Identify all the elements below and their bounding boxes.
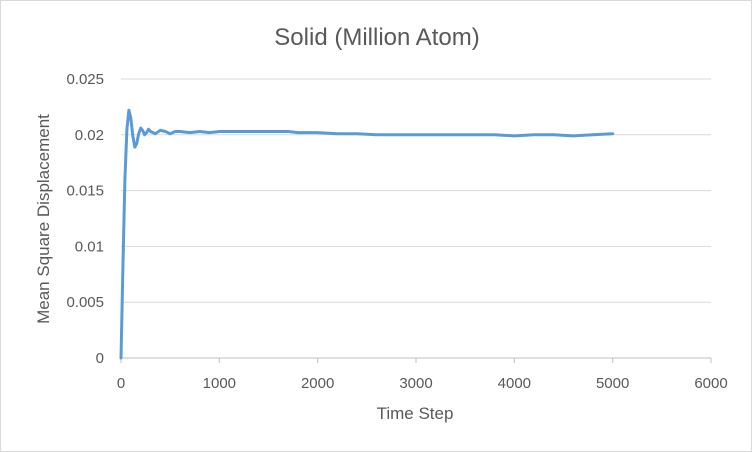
y-tick-label: 0.025 — [66, 71, 104, 88]
x-tick-label: 2000 — [301, 375, 334, 392]
grid-layer — [121, 78, 711, 303]
tick-layer: 0 0.005 0.01 0.015 0.02 0.025 0 1000 2000 3000 400… — [66, 71, 727, 392]
chart-title: Solid (Million Atom) — [274, 24, 479, 51]
y-tick-label: 0.015 — [66, 183, 104, 200]
series-line — [119, 108, 615, 360]
x-tick-label: 6000 — [694, 375, 727, 392]
x-tick-label: 3000 — [399, 375, 432, 392]
x-tick-label: 4000 — [498, 375, 531, 392]
y-tick-label: 0 — [96, 350, 104, 367]
y-tick-label: 0.005 — [66, 294, 104, 311]
y-axis-title: Mean Square Displacement — [34, 114, 53, 324]
axis-layer — [120, 357, 712, 363]
x-axis-title: Time Step — [377, 404, 454, 423]
x-tick-label: 0 — [117, 375, 125, 392]
y-tick-label: 0.02 — [75, 127, 104, 144]
x-tick-label: 1000 — [203, 375, 236, 392]
series-layer — [119, 108, 615, 360]
y-tick-label: 0.01 — [75, 238, 104, 255]
x-tick-label: 5000 — [596, 375, 629, 392]
